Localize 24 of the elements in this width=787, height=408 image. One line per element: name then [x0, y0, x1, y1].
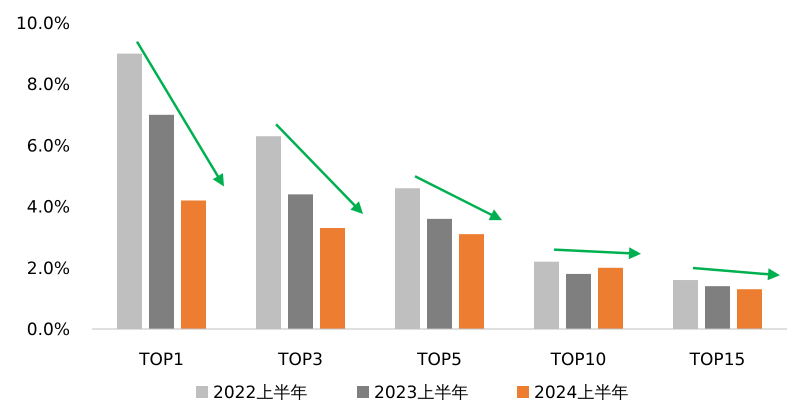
y-tick-label: 2.0%	[26, 258, 70, 279]
legend-label: 2023上半年	[374, 383, 468, 403]
bar	[705, 286, 730, 329]
legend-label: 2022上半年	[213, 383, 308, 403]
bar	[288, 194, 313, 329]
x-tick-label: TOP1	[138, 350, 184, 370]
y-tick-label: 0.0%	[26, 320, 70, 340]
y-tick-label: 8.0%	[26, 75, 70, 96]
bar	[566, 274, 591, 329]
bar	[598, 268, 623, 329]
x-tick-label: TOP10	[550, 350, 606, 370]
bar	[459, 234, 484, 329]
y-tick-label: 6.0%	[26, 136, 70, 156]
legend-label: 2024上半年	[534, 383, 628, 403]
bar	[320, 228, 345, 329]
y-tick-label: 4.0%	[26, 198, 70, 218]
x-tick-label: TOP5	[416, 350, 462, 370]
bar	[737, 289, 762, 329]
y-tick-label: 10.0%	[16, 14, 70, 34]
x-tick-label: TOP3	[277, 350, 323, 370]
bar	[427, 218, 452, 329]
bar	[181, 200, 206, 329]
bar	[149, 114, 174, 329]
x-tick-label: TOP15	[688, 350, 746, 370]
